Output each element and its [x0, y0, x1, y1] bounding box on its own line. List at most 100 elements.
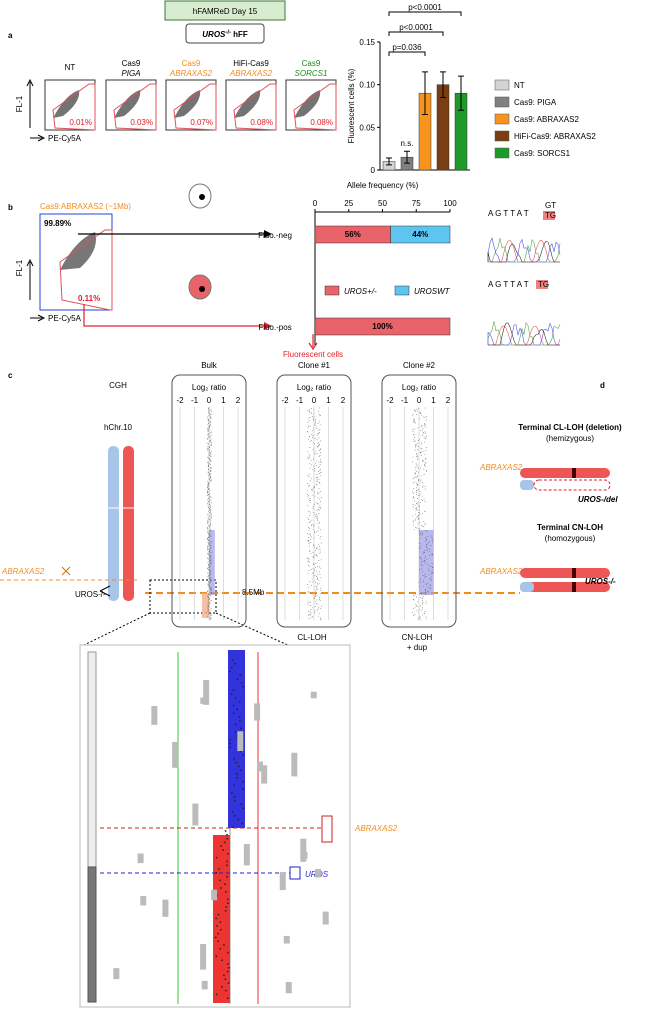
error-bar	[440, 71, 446, 98]
clone2-call: CN-LOH	[402, 633, 433, 642]
probe-points	[412, 407, 434, 621]
seq-bases: A G T T A T	[488, 209, 529, 218]
arrow-head	[264, 322, 272, 330]
legend-label: UROS+/-	[344, 287, 377, 296]
log-tick: 2	[236, 396, 241, 405]
chromatid	[520, 568, 610, 578]
legend-label: Cas9: SORCS1	[514, 149, 571, 158]
arrow	[30, 314, 46, 322]
lower-pct: 0.11%	[78, 294, 100, 303]
x-tick-label: 100	[443, 199, 457, 208]
probe-label	[237, 731, 244, 752]
clone1-call: CL-LOH	[297, 633, 327, 642]
gate	[52, 83, 96, 131]
probe-label	[315, 868, 322, 878]
cells-sup: -/-	[225, 30, 231, 36]
density	[234, 90, 261, 118]
legend-label: Cas9: ABRAXAS2	[514, 115, 579, 124]
probe-label	[113, 968, 120, 980]
chromatid	[108, 446, 119, 601]
annotation: n.s.	[401, 139, 414, 148]
category-label: Fluo.-neg	[258, 231, 292, 240]
legend-label: UROSWT	[414, 287, 451, 296]
log-tick: -2	[176, 396, 184, 405]
density	[174, 90, 201, 118]
value-label: 44%	[412, 230, 428, 239]
zoom-box	[149, 579, 217, 614]
probe-points	[207, 407, 212, 621]
sample-box	[276, 374, 352, 628]
condition-label: HiFi-Cas9	[233, 59, 269, 68]
ideogram	[87, 866, 97, 1003]
model-sub: (homozygous)	[545, 534, 596, 543]
uros: UROS-/-	[75, 590, 106, 599]
probe-label	[192, 803, 199, 826]
condition: hFAMReD Day 15	[193, 7, 258, 16]
x-axis-label: PE-Cy5A	[48, 134, 82, 143]
y-axis-label: FL-1	[15, 95, 24, 112]
chromatid	[123, 446, 134, 601]
panel-label: b	[8, 203, 13, 212]
probe-label	[254, 703, 261, 721]
probe-label	[162, 899, 169, 917]
scissors	[61, 566, 71, 576]
sample-box	[171, 374, 247, 628]
gain-shade	[209, 530, 215, 595]
gate	[233, 83, 277, 131]
probe-label	[243, 844, 250, 866]
seq-bottom: TG	[545, 211, 556, 220]
log-tick: -1	[401, 396, 409, 405]
chromatid	[520, 582, 534, 592]
trace	[487, 237, 561, 263]
x-tick-label: 0	[313, 199, 318, 208]
log-tick: -2	[281, 396, 289, 405]
probe-label	[283, 935, 290, 944]
category-label: Fluo.-pos	[258, 323, 291, 332]
y-axis-label: Fluorescent cells (%)	[347, 68, 356, 143]
allele: UROS-/-	[585, 577, 616, 586]
condition-label: Cas9	[302, 59, 321, 68]
zoom-lines	[81, 612, 291, 647]
gene: ABRAXAS2	[479, 567, 523, 576]
bracket	[388, 31, 444, 36]
gate	[59, 229, 113, 311]
density	[60, 232, 96, 270]
seq-end: TG	[538, 280, 549, 289]
legend-label: HiFi-Cas9: ABRAXAS2	[514, 132, 596, 141]
flow-plot	[285, 79, 337, 131]
highlight	[543, 211, 555, 220]
sample-label: Clone #1	[298, 361, 331, 370]
log-title: Log₂ ratio	[297, 383, 332, 392]
log-tick: 1	[431, 396, 436, 405]
condition-box	[164, 0, 286, 21]
y-tick-label: 0.05	[359, 123, 375, 132]
density	[114, 90, 141, 118]
probe-label	[322, 911, 329, 925]
flow-plot	[105, 79, 157, 131]
flow-plot	[39, 213, 113, 311]
legend-swatch	[494, 147, 510, 159]
cells-rest: hFF	[233, 30, 248, 39]
pct: 0.01%	[69, 118, 92, 127]
arrow	[83, 304, 268, 327]
bracket	[99, 585, 111, 597]
x-axis-label: PE-Cy5A	[48, 314, 82, 323]
model-sub: (hemizygous)	[546, 434, 594, 443]
model-title: Terminal CN-LOH	[537, 523, 603, 532]
bracket	[388, 11, 462, 16]
log-tick: 1	[221, 396, 226, 405]
legend-swatch	[494, 79, 510, 91]
probe-label	[151, 705, 158, 725]
y-tick-label: 0	[371, 166, 376, 175]
pct: 0.08%	[250, 118, 273, 127]
gate	[113, 83, 157, 131]
legend-swatch	[494, 96, 510, 108]
loss-segment	[213, 835, 230, 1003]
pct: 0.07%	[190, 118, 213, 127]
probe-label	[172, 741, 179, 768]
arrow-head	[264, 230, 272, 238]
legend-label: Cas9: PIGA	[514, 98, 557, 107]
chromatid	[520, 582, 610, 592]
y-tick-label: 0.10	[359, 81, 375, 90]
